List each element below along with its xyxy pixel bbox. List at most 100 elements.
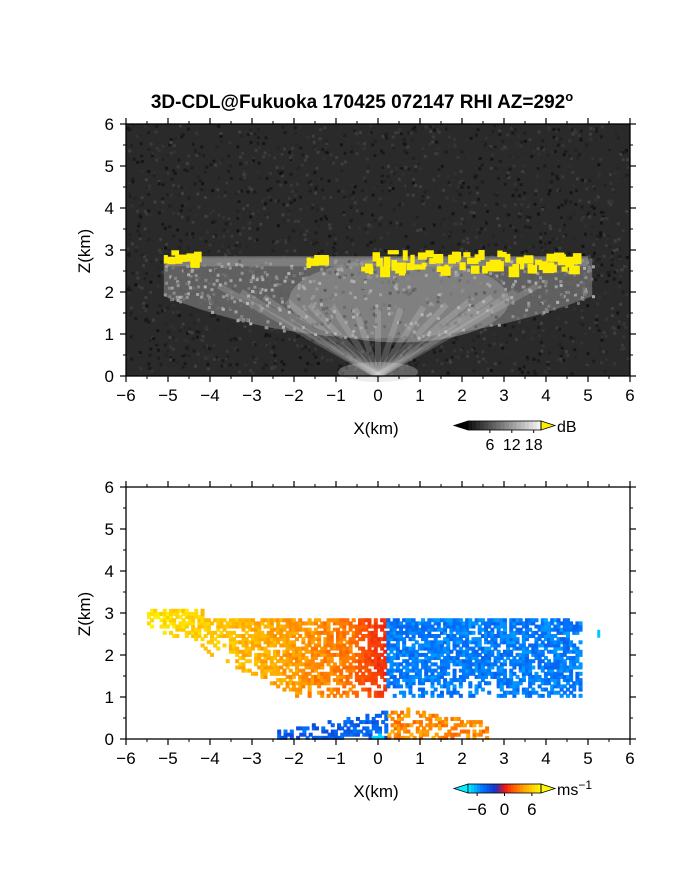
velocity-cell (405, 634, 410, 638)
velocity-cell (301, 674, 306, 679)
noise-speck (310, 363, 314, 367)
layer-speck (325, 331, 329, 335)
velocity-cell (506, 634, 511, 638)
velocity-cell (509, 643, 514, 648)
velocity-cell (351, 640, 356, 645)
velocity-cell (317, 640, 322, 645)
velocity-cell (427, 649, 432, 654)
noise-speck (211, 220, 215, 224)
noise-speck (138, 362, 142, 366)
noise-speck (212, 326, 216, 330)
layer-speck (378, 308, 382, 312)
noise-speck (249, 369, 253, 373)
velocity-cell (487, 671, 492, 676)
velocity-cell (421, 646, 426, 651)
velocity-cell (559, 687, 564, 692)
velocity-cell (436, 693, 441, 698)
velocity-cell (285, 630, 290, 635)
layer-speck (402, 291, 406, 295)
velocity-cell (455, 649, 460, 654)
velocity-cell (263, 618, 268, 623)
noise-speck (615, 269, 619, 273)
layer-speck (488, 272, 492, 276)
velocity-cell (282, 652, 287, 657)
velocity-cell (367, 618, 372, 623)
velocity-cell (550, 649, 555, 654)
velocity-cell (509, 662, 514, 667)
velocity-cell (304, 627, 309, 632)
noise-speck (310, 338, 314, 342)
noise-speck (508, 167, 512, 171)
noise-speck (135, 271, 139, 275)
layer-speck (282, 329, 286, 333)
noise-speck (560, 223, 564, 227)
velocity-cell (339, 693, 344, 698)
velocity-cell (512, 643, 517, 648)
velocity-cell (512, 665, 517, 670)
noise-speck (516, 235, 520, 239)
velocity-cell (484, 637, 489, 642)
noise-speck (448, 135, 452, 139)
velocity-cell (285, 640, 290, 645)
velocity-cell (543, 678, 548, 683)
noise-speck (404, 184, 408, 188)
velocity-cell (279, 665, 284, 670)
noise-speck (338, 364, 342, 368)
noise-speck (595, 314, 599, 318)
layer-speck (319, 298, 323, 302)
velocity-cell (313, 649, 318, 654)
layer-speck (468, 304, 472, 308)
velocity-cell (361, 637, 366, 642)
velocity-cell (351, 659, 356, 664)
layer-speck (314, 333, 318, 337)
velocity-cell (499, 652, 504, 657)
noise-speck (582, 253, 586, 257)
noise-speck (445, 196, 449, 200)
velocity-cell (380, 618, 385, 623)
velocity-cell (376, 693, 381, 698)
velocity-cell (191, 618, 196, 623)
noise-speck (139, 142, 143, 146)
noise-speck (263, 363, 267, 367)
noise-speck (217, 213, 221, 217)
noise-speck (135, 134, 139, 138)
velocity-cell (354, 665, 359, 670)
strong-echo-cell (310, 258, 319, 266)
velocity-cell (427, 646, 432, 651)
noise-speck (226, 328, 230, 332)
velocity-cell (295, 668, 300, 673)
noise-speck (406, 145, 410, 149)
velocity-cell (304, 659, 309, 664)
velocity-cell (257, 630, 262, 635)
noise-speck (287, 238, 291, 242)
noise-speck (607, 149, 611, 153)
velocity-cell (562, 627, 567, 632)
velocity-cell (269, 640, 274, 645)
layer-speck (538, 295, 542, 299)
velocity-cell (200, 621, 205, 626)
velocity-cell (310, 674, 315, 679)
velocity-cell (342, 656, 347, 661)
noise-speck (343, 353, 347, 357)
velocity-cell (556, 652, 561, 657)
noise-speck (236, 145, 240, 149)
velocity-cell (550, 640, 555, 645)
noise-speck (587, 254, 591, 258)
noise-speck (151, 152, 155, 156)
layer-speck (328, 320, 332, 324)
layer-speck (249, 322, 253, 326)
velocity-cell (512, 681, 517, 686)
noise-speck (566, 353, 570, 357)
noise-speck (272, 345, 276, 349)
velocity-cell (291, 624, 296, 629)
velocity-cell (276, 627, 281, 632)
strong-echo-cell (410, 254, 415, 264)
velocity-cell (383, 621, 388, 626)
velocity-cell (547, 640, 552, 645)
velocity-cell (210, 637, 214, 642)
velocity-cell (427, 674, 432, 679)
velocity-cell (455, 637, 460, 642)
noise-speck (212, 357, 216, 361)
velocity-cell (257, 621, 262, 626)
noise-speck (484, 221, 488, 225)
